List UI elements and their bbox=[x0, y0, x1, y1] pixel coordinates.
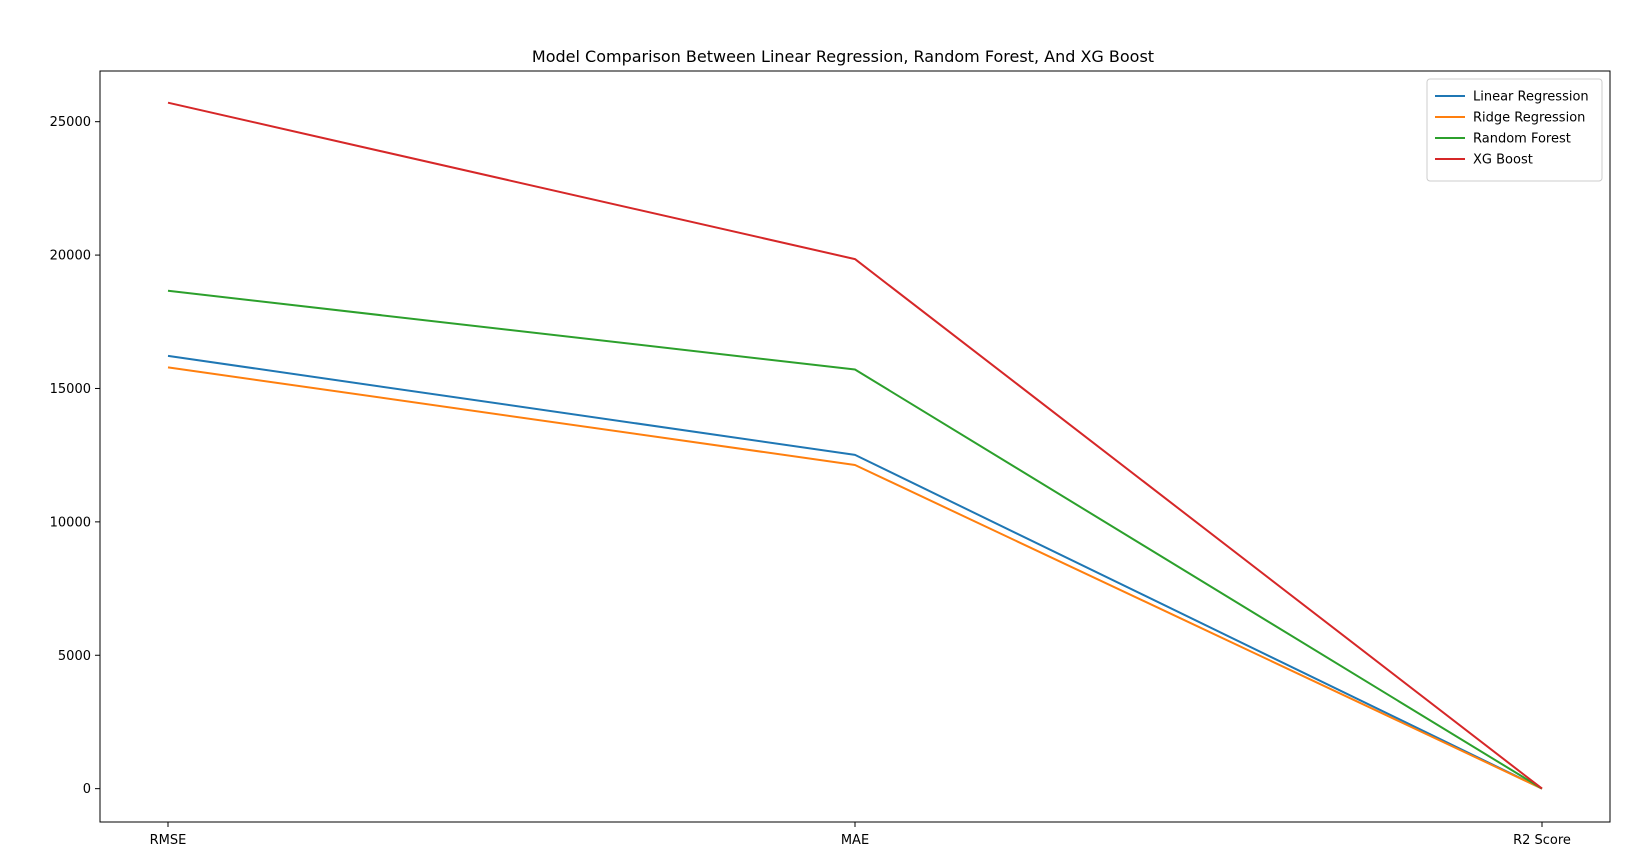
series-line-linear-regression bbox=[167, 354, 1543, 790]
y-tick-label: 25000 bbox=[50, 115, 91, 130]
y-tick-label: 20000 bbox=[50, 249, 91, 264]
series-line-ridge-regression bbox=[167, 366, 1543, 790]
x-axis: RMSE MAE R2 Score bbox=[150, 822, 1571, 848]
legend-label: XG Boost bbox=[1473, 153, 1533, 168]
x-tick-label: MAE bbox=[841, 833, 869, 848]
series-line-xg-boost bbox=[167, 101, 1543, 790]
legend-label: Ridge Regression bbox=[1473, 111, 1585, 126]
legend-label: Random Forest bbox=[1473, 132, 1571, 147]
y-tick-label: 0 bbox=[83, 782, 91, 797]
x-tick-label: RMSE bbox=[150, 833, 187, 848]
chart-title: Model Comparison Between Linear Regressi… bbox=[532, 47, 1154, 66]
y-tick-label: 5000 bbox=[58, 649, 91, 664]
y-axis: 0 5000 10000 15000 20000 25000 bbox=[50, 115, 100, 797]
x-tick-label: R2 Score bbox=[1513, 833, 1571, 848]
y-tick-label: 10000 bbox=[50, 515, 91, 530]
series-group bbox=[167, 101, 1543, 790]
series-line-random-forest bbox=[167, 289, 1543, 790]
legend-box bbox=[1426, 78, 1603, 182]
y-tick-label: 15000 bbox=[50, 382, 91, 397]
legend-label: Linear Regression bbox=[1473, 90, 1589, 105]
legend: Linear Regression Ridge Regression Random … bbox=[1426, 78, 1603, 182]
